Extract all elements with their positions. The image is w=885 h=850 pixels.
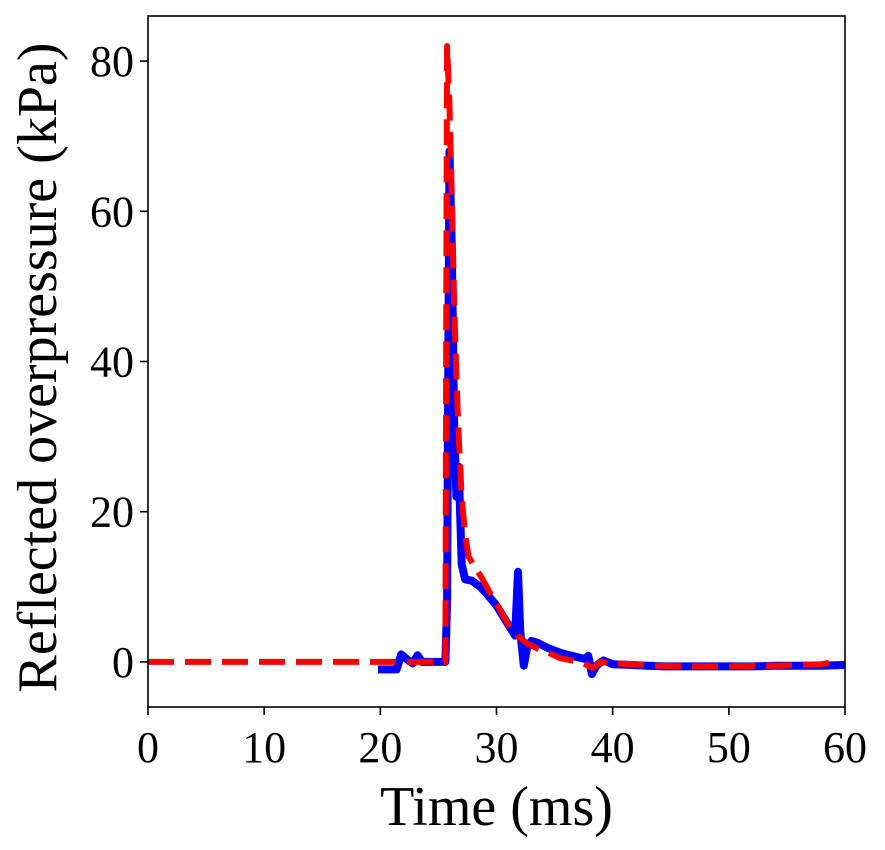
y-tick-label: 40: [90, 338, 134, 387]
series-line-2: [148, 43, 834, 671]
x-axis-title: Time (ms): [380, 776, 613, 838]
series-layer: [148, 43, 845, 678]
y-axis-title: Reflected overpressure (kPa): [7, 43, 69, 693]
x-tick-label: 60: [823, 723, 867, 772]
y-tick-label: 60: [90, 187, 134, 236]
x-tick-label: 50: [707, 723, 751, 772]
y-tick-label: 0: [112, 638, 134, 687]
y-axis: 0 20 40 60 80: [90, 37, 148, 687]
x-tick-label: 40: [591, 723, 635, 772]
x-tick-label: 0: [137, 723, 159, 772]
x-axis: 0 10 20 30 40 50 60: [137, 707, 867, 772]
y-tick-label: 20: [90, 488, 134, 537]
series-line-1: [378, 147, 845, 678]
x-tick-label: 10: [242, 723, 286, 772]
x-tick-label: 30: [475, 723, 519, 772]
y-tick-label: 80: [90, 37, 134, 86]
x-tick-label: 20: [358, 723, 402, 772]
